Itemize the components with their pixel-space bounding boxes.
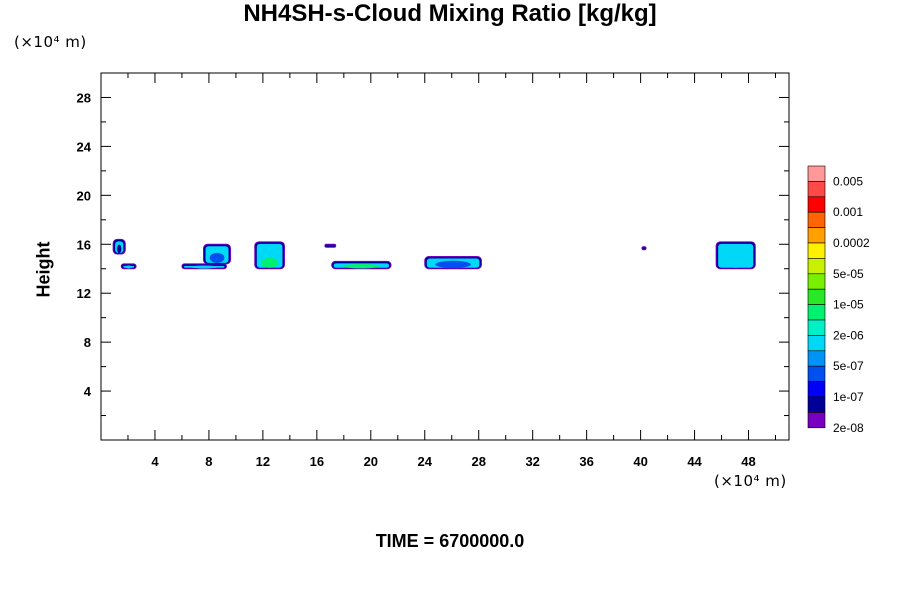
cloud-core [190, 265, 218, 269]
colorbar-label: 1e-05 [833, 298, 864, 312]
colorbar-swatch [807, 273, 826, 290]
colorbar-swatch [807, 319, 826, 336]
x-tick-label: 32 [525, 454, 539, 469]
cloud-patch [715, 241, 756, 270]
x-tick-label: 24 [418, 454, 433, 469]
colorbar-swatch [807, 396, 826, 413]
y-axis-label: Height [33, 241, 54, 298]
cloud-patch [254, 241, 285, 270]
colorbar-swatch [807, 350, 826, 367]
y-tick-label: 8 [84, 335, 91, 350]
plot-frame [100, 72, 790, 441]
cloud-patch [424, 256, 482, 270]
cloud-core [125, 265, 132, 269]
colorbar-swatch [807, 227, 826, 244]
axis-ticks [101, 73, 789, 440]
x-tick-label: 20 [364, 454, 378, 469]
chart-title: NH4SH-s-Cloud Mixing Ratio [kg/kg] [243, 0, 657, 27]
colorbar-label: 0.0002 [833, 236, 870, 250]
cloud-core [117, 244, 122, 254]
colorbar-label: 0.005 [833, 174, 863, 188]
y-tick-label: 28 [77, 90, 91, 105]
colorbar-swatch [807, 242, 826, 259]
cloud-outline [324, 243, 337, 248]
x-tick-label: 48 [741, 454, 755, 469]
cloud-patch [324, 243, 337, 248]
cloud-core [342, 263, 381, 269]
x-tick-label: 40 [633, 454, 647, 469]
cloud-core [261, 257, 278, 268]
colorbar-swatch [807, 196, 826, 213]
x-tick-label: 4 [151, 454, 159, 469]
cloud-outline [641, 246, 647, 251]
colorbar-label: 5e-07 [833, 359, 864, 373]
colorbar-swatch [807, 288, 826, 305]
y-tick-label: 20 [77, 188, 91, 203]
colorbar-swatch [807, 335, 826, 352]
cloud-patch [120, 263, 137, 270]
colorbar-swatch [807, 165, 826, 182]
cloud-patch [641, 246, 647, 251]
x-unit-label: (×10⁴ m) [714, 472, 787, 490]
x-tick-label: 44 [687, 454, 702, 469]
x-tick-label: 36 [579, 454, 593, 469]
x-tick-label: 8 [205, 454, 212, 469]
cloud-core [724, 257, 748, 268]
colorbar-label: 2e-08 [833, 421, 864, 435]
cloud-patch [181, 263, 227, 270]
y-unit-label: (×10⁴ m) [14, 33, 87, 51]
cloud-patch [203, 243, 232, 265]
colorbar-swatch [807, 381, 826, 398]
colorbar-label: 5e-05 [833, 267, 864, 281]
y-tick-label: 12 [77, 286, 91, 301]
cloud-core [209, 252, 225, 263]
colorbar-swatch [807, 181, 826, 198]
x-tick-label: 28 [471, 454, 485, 469]
colorbar-swatch [807, 365, 826, 382]
cloud-core [435, 260, 471, 269]
colorbar: 0.005 0.001 0.0002 5e-05 1e-05 2e-06 5e-07 1e-0… [807, 165, 870, 435]
cloud-patches [112, 238, 756, 270]
x-tick-label: 12 [256, 454, 270, 469]
y-tick-label: 16 [77, 237, 91, 252]
y-tick-label: 24 [77, 139, 92, 154]
cloud-patch [112, 238, 126, 255]
cloud-patch [331, 260, 392, 270]
colorbar-label: 1e-07 [833, 390, 864, 404]
colorbar-label: 2e-06 [833, 328, 864, 342]
colorbar-label: 0.001 [833, 205, 863, 219]
x-tick-label: 16 [310, 454, 324, 469]
y-tick-label: 4 [84, 384, 92, 399]
colorbar-swatch [807, 211, 826, 228]
colorbar-swatch [807, 412, 826, 429]
colorbar-swatch [807, 304, 826, 321]
colorbar-swatch [807, 258, 826, 275]
time-label: TIME = 6700000.0 [375, 531, 525, 551]
